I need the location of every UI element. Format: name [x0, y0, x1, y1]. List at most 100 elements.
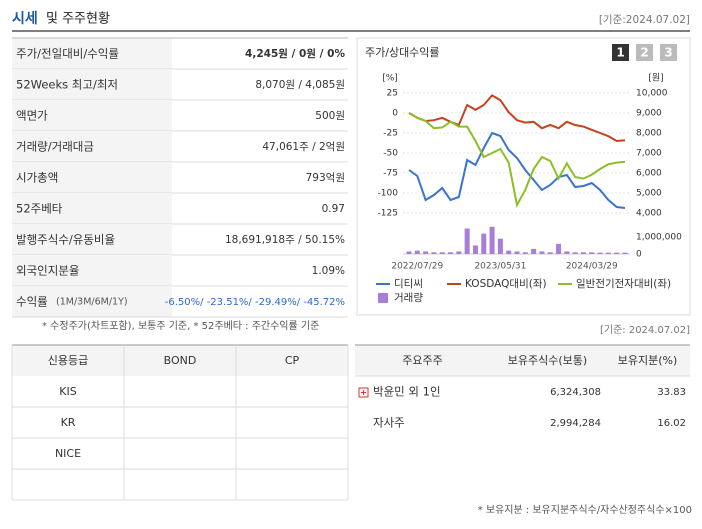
legend-label: 거래량	[394, 292, 423, 304]
volume-bar	[622, 252, 628, 254]
volume-bar	[580, 252, 586, 254]
volume-bar	[414, 250, 420, 254]
label-cell	[12, 38, 172, 69]
y-tick-label: 25	[387, 89, 398, 99]
holders-header: 보유지분(%)	[618, 354, 678, 367]
tab[interactable]	[660, 44, 677, 61]
y-tick-label: -50	[383, 149, 398, 159]
row-value: 1.09%	[312, 265, 345, 277]
y-tick-label: -100	[378, 189, 399, 199]
y-tick-label: -25	[383, 129, 398, 139]
label-cell	[12, 100, 172, 131]
label-cell	[12, 69, 172, 100]
volume-bar	[556, 243, 562, 254]
volume-bar	[572, 252, 578, 254]
tab-label[interactable]: 3	[664, 46, 672, 60]
row-value: 0.97	[322, 203, 345, 215]
y2-tick-label: 9,000	[636, 109, 662, 119]
volume-bar	[597, 252, 603, 254]
volume-bar	[589, 252, 595, 254]
row-label: 액면가	[16, 109, 48, 123]
volume-bar	[439, 252, 445, 254]
series-line	[408, 131, 626, 209]
volume-bar	[456, 251, 462, 254]
header-bg	[355, 345, 690, 376]
y3-tick-label: 0	[636, 250, 642, 260]
y2-axis-label: [원]	[648, 73, 663, 84]
volume-bar	[605, 252, 611, 254]
tab[interactable]	[612, 44, 629, 61]
volume-bar	[448, 252, 454, 254]
tab-label[interactable]: 2	[640, 46, 648, 60]
holder-stake: 33.83	[657, 387, 686, 398]
row-label: 거래량/거래대금	[16, 140, 94, 154]
agency: NICE	[55, 447, 81, 460]
label-cell	[12, 162, 172, 193]
chart-panel-title: 주가/상대수익률	[365, 46, 440, 59]
label-cell	[12, 224, 172, 255]
tab-label[interactable]: 1	[616, 46, 624, 60]
volume-bar	[497, 238, 503, 254]
chart-panel	[356, 37, 691, 316]
volume-bar	[522, 252, 528, 254]
header-bg	[12, 345, 348, 376]
legend-label: 일반전기전자대비(좌)	[576, 277, 671, 290]
agency: KR	[61, 416, 76, 429]
row-value: 793억원	[306, 172, 345, 184]
volume-bar	[547, 252, 553, 254]
row-value: 18,691,918주 / 50.15%	[225, 234, 345, 246]
expand-plus	[361, 390, 366, 395]
label-cell	[12, 255, 172, 286]
holders-header: 주요주주	[402, 354, 442, 367]
legend-label: KOSDAQ대비(좌)	[465, 278, 547, 290]
volume-bar	[406, 251, 412, 254]
date: [기준:2024.07.02]	[599, 14, 690, 26]
volume-bar	[464, 228, 470, 254]
volume-bar	[564, 251, 570, 254]
row-value: 47,061주 / 2억원	[262, 141, 345, 153]
credit-header: CP	[285, 354, 300, 367]
x-tick-label: 2024/03/29	[566, 262, 618, 272]
row-value: 4,245원 / 0원 / 0%	[245, 47, 345, 60]
row-label: 52Weeks 최고/최저	[16, 78, 118, 92]
holder-name: 박윤민 외 1인	[373, 385, 441, 399]
volume-bar	[423, 251, 429, 254]
row-label: 외국인지분율	[16, 264, 79, 278]
y-tick-label: -75	[383, 169, 398, 179]
title: 시세	[12, 11, 38, 27]
title-rest: 및 주주현황	[46, 12, 110, 27]
tab[interactable]	[636, 44, 653, 61]
holders-note: * 보유지분 : 보유지분주식수/자수산정주식수×100	[478, 504, 692, 516]
holder-shares: 6,324,308	[550, 387, 601, 398]
x-tick-label: 2023/05/31	[474, 262, 526, 272]
row-value: -6.50%/ -23.51%/ -29.49%/ -45.72%	[165, 297, 345, 308]
row-value: 500원	[315, 110, 345, 122]
row-label: 시가총액	[16, 171, 58, 185]
volume-bar	[539, 251, 545, 254]
holder-stake: 16.02	[657, 418, 686, 429]
volume-bar	[514, 251, 520, 254]
row-value: 8,070원 / 4,085원	[255, 79, 345, 91]
credit-header: 신용등급	[48, 354, 88, 367]
agency: KIS	[59, 385, 76, 398]
row-label: 주가/전일대비/수익률	[16, 47, 119, 61]
y2-tick-label: 7,000	[636, 149, 662, 159]
y-tick-label: 0	[392, 109, 398, 119]
volume-bar	[489, 226, 495, 254]
y2-tick-label: 8,000	[636, 129, 662, 139]
volume-bar	[472, 245, 478, 254]
legend-label: 디티씨	[394, 278, 423, 290]
y2-tick-label: 4,000	[636, 209, 662, 219]
holder-name: 자사주	[373, 416, 405, 430]
x-tick-label: 2022/07/29	[391, 262, 443, 272]
y-tick-label: -125	[378, 209, 398, 219]
label-cell	[12, 193, 172, 224]
y2-tick-label: 10,000	[636, 89, 668, 99]
label-cell	[12, 286, 172, 317]
volume-bar	[506, 250, 512, 254]
row-label: 52주베타	[16, 202, 63, 216]
y2-tick-label: 6,000	[636, 169, 662, 179]
holders-header: 보유주식수(보통)	[508, 354, 587, 367]
series-line	[408, 112, 626, 208]
volume-bar	[431, 252, 437, 254]
